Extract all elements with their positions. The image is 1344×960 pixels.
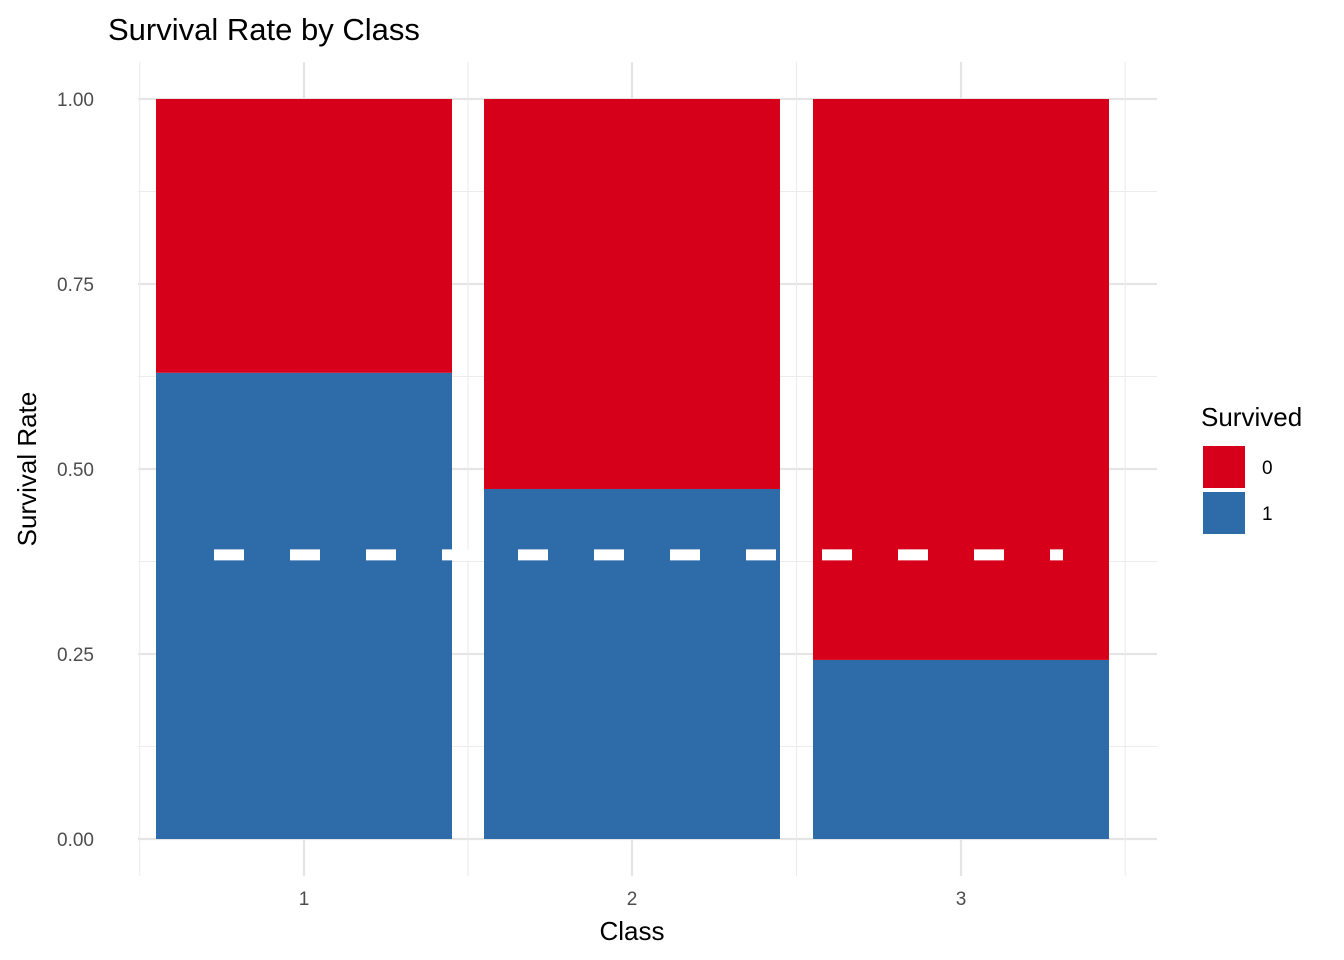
y-tick-label: 0.50: [57, 460, 94, 481]
y-tick-label: 1.00: [57, 90, 94, 111]
legend-key-0: [1203, 446, 1245, 488]
y-tick-label: 0.25: [57, 645, 94, 666]
x-tick-label: 1: [299, 889, 310, 910]
x-axis-title: Class: [599, 916, 664, 946]
x-tick-label: 2: [627, 889, 638, 910]
legend-label-1: 1: [1262, 504, 1273, 525]
bar-class-2-survived-0: [484, 99, 780, 489]
bar-class-3-survived-0: [813, 99, 1109, 660]
y-tick-label: 0.75: [57, 275, 94, 296]
x-axis-ticks: 1 2 3: [299, 889, 967, 910]
y-tick-label: 0.00: [57, 830, 94, 851]
legend-label-0: 0: [1262, 458, 1273, 479]
chart-title: Survival Rate by Class: [108, 12, 420, 47]
y-axis-ticks: 0.00 0.25 0.50 0.75 1.00: [57, 90, 94, 851]
bar-class-1-survived-1: [156, 372, 452, 839]
bars: [156, 99, 1109, 839]
legend-key-1: [1203, 492, 1245, 534]
bar-class-2-survived-1: [484, 488, 780, 839]
bar-class-1-survived-0: [156, 99, 452, 373]
legend: Survived 0 1: [1201, 402, 1302, 534]
legend-title: Survived: [1201, 402, 1302, 432]
y-axis-title: Survival Rate: [12, 392, 42, 547]
bar-class-3-survived-1: [813, 659, 1109, 839]
x-tick-label: 3: [956, 889, 967, 910]
